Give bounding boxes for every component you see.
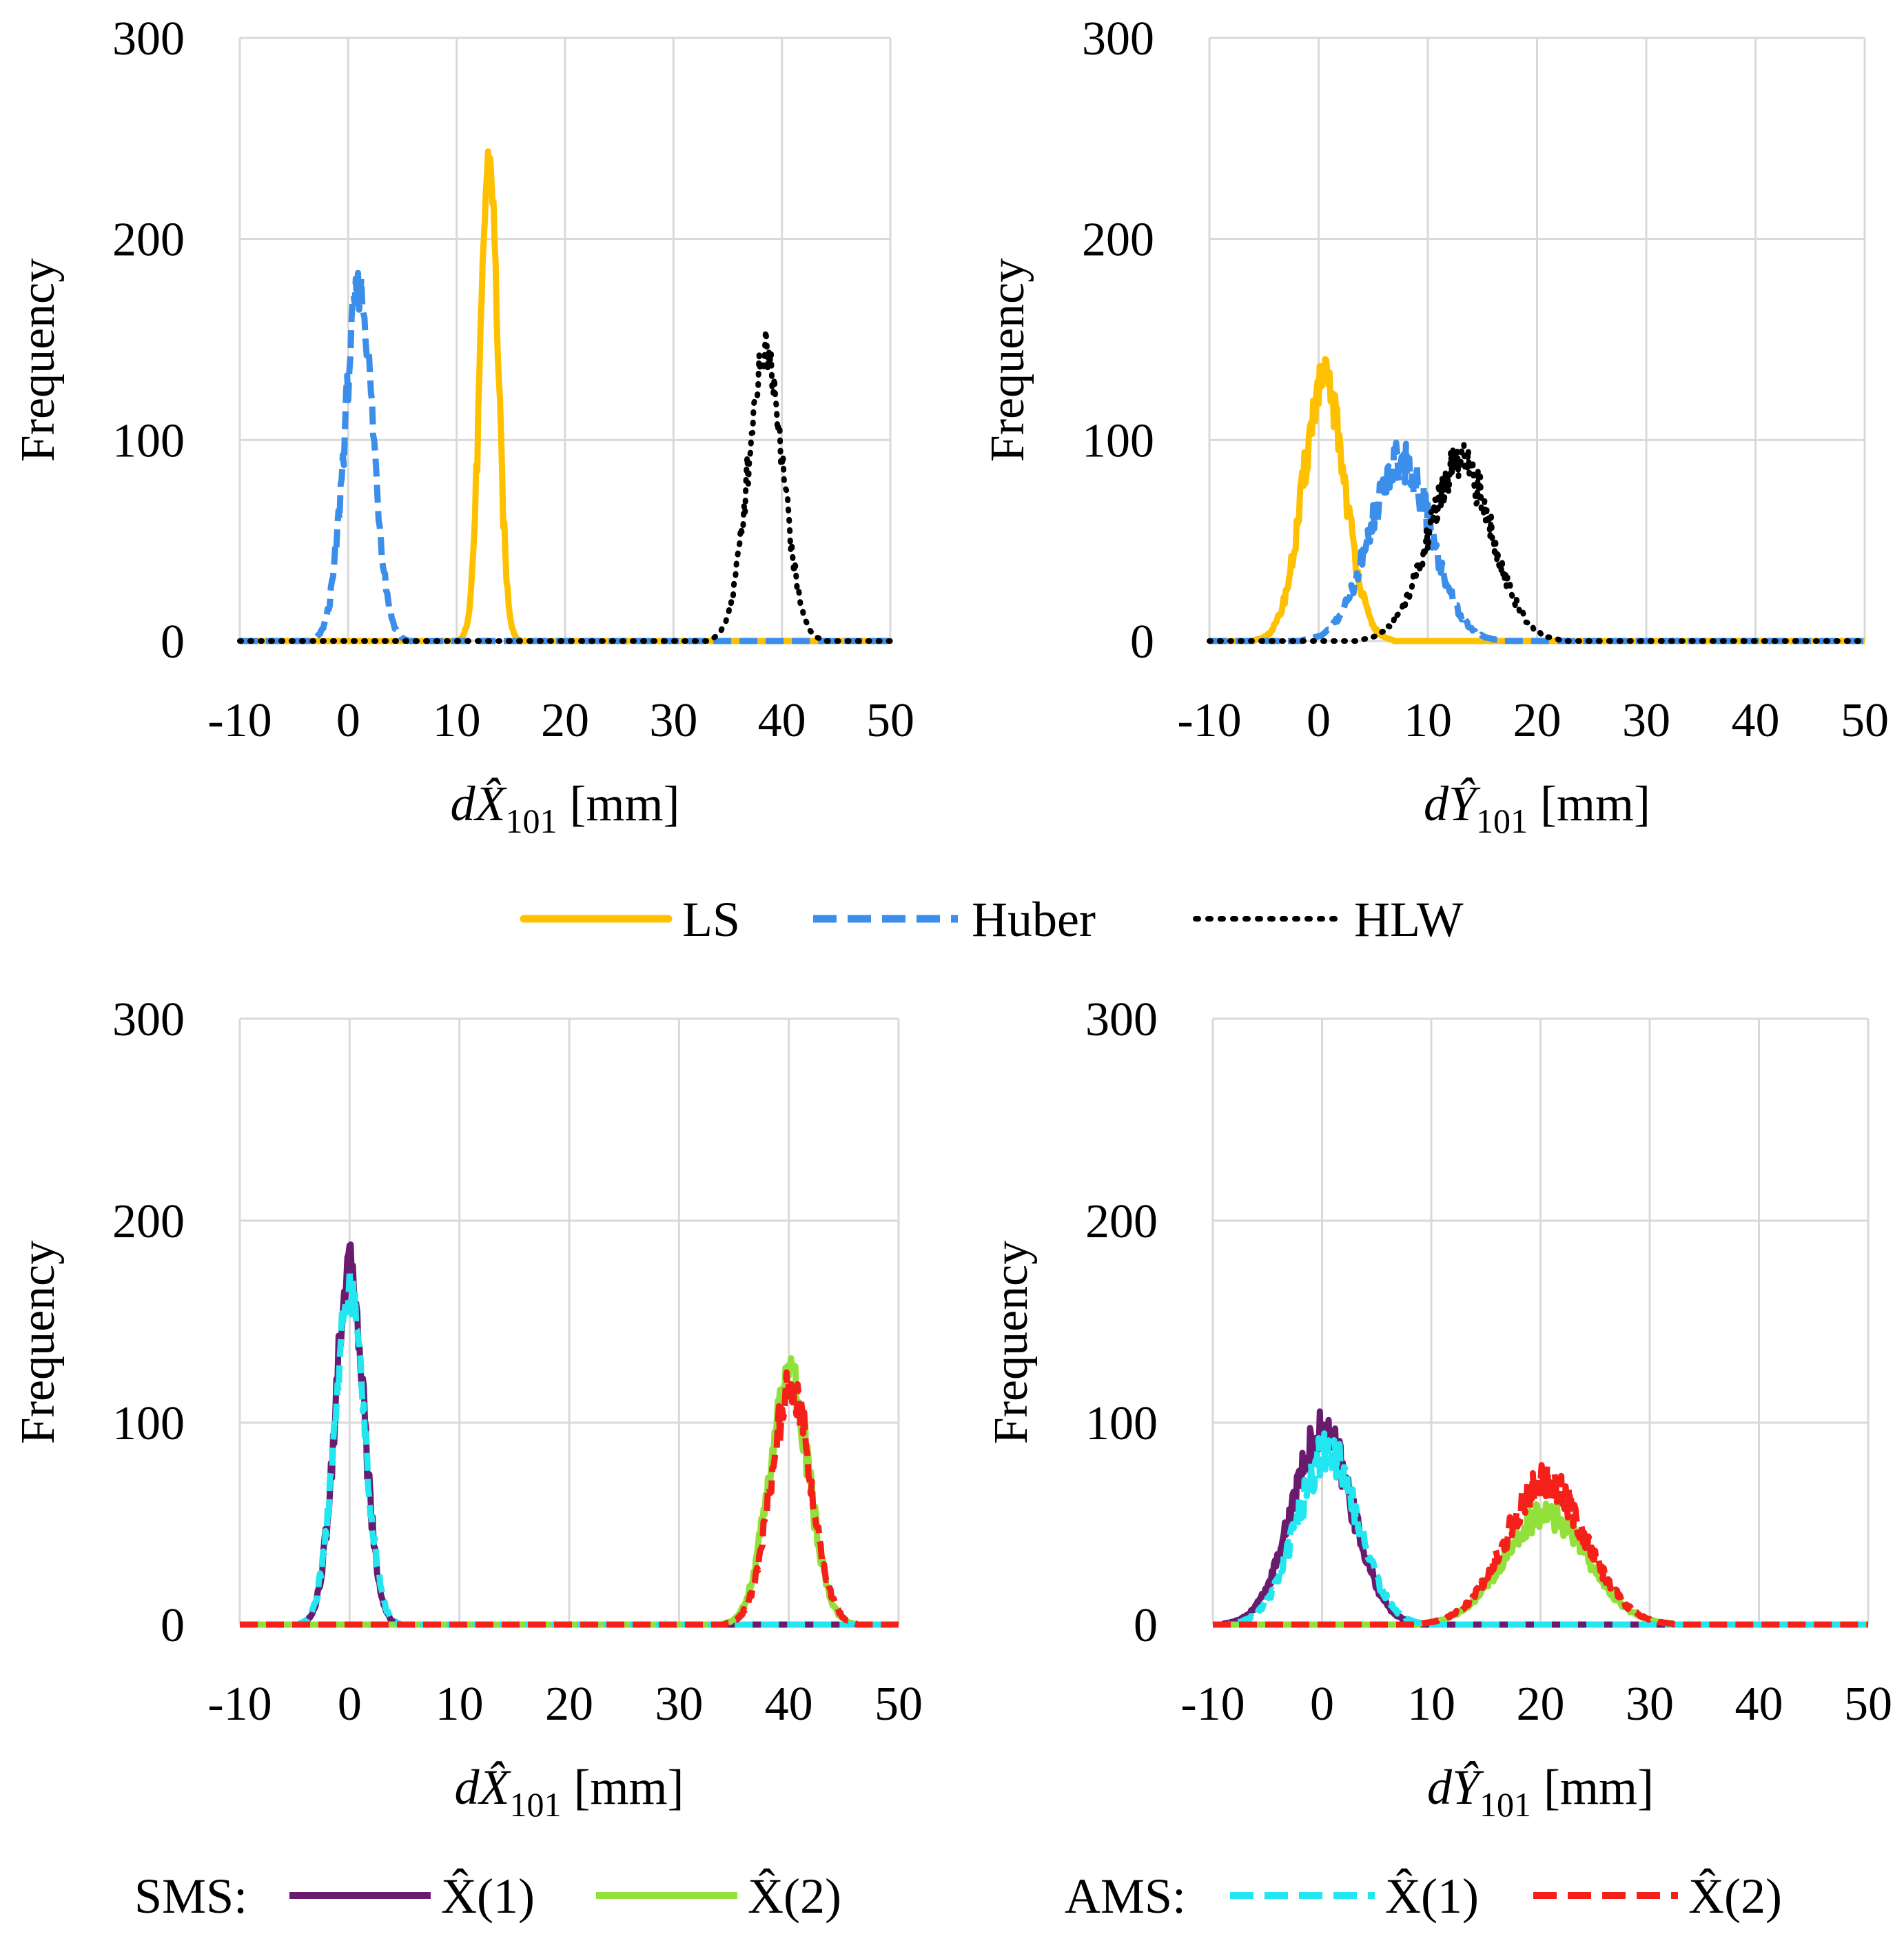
x-tick-label: 30: [655, 1678, 703, 1731]
x-tick-label: 30: [1622, 694, 1670, 747]
panel-bottom-left: -10 0 10 20 30 40 50 0 100 200 300 Frequency dX̂101 …: [12, 993, 923, 1824]
panel-top-right: -10 0 10 20 30 40 50 0 100 200 300 Frequency dŶ101 […: [981, 12, 1889, 840]
series-line: [238, 1369, 901, 1628]
x-tick-label: 20: [1513, 694, 1562, 747]
panel-bottom-right: -10 0 10 20 30 40 50 0 100 200 300 Frequency dŶ101 […: [985, 993, 1892, 1824]
x-axis-label: dX̂101 [mm]: [455, 1760, 684, 1824]
x-tick-label: 40: [1735, 1678, 1783, 1731]
y-tick-label: 100: [1085, 1397, 1158, 1450]
y-axis-label: Frequency: [12, 258, 65, 462]
x-tick-label: 10: [433, 694, 481, 747]
x-tick-label: 20: [541, 694, 589, 747]
series-line: [237, 327, 893, 644]
y-axis-label: Frequency: [981, 258, 1034, 462]
x-tick-label: 50: [874, 1678, 923, 1731]
legend-ams-prefix: AMS:: [1065, 1869, 1186, 1924]
y-tick-label: 300: [1085, 993, 1158, 1046]
series-line: [1211, 1462, 1870, 1628]
legend-ams-x2-label: X̂(2): [1688, 1869, 1782, 1924]
y-tick-label: 200: [112, 1195, 185, 1248]
legend-huber-label: Huber: [972, 892, 1096, 947]
y-tick-label: 100: [112, 1397, 185, 1450]
y-tick-label: 300: [1082, 12, 1154, 65]
legend-ls-label: LS: [682, 892, 740, 947]
x-axis-label: dŶ101 [mm]: [1427, 1760, 1654, 1824]
legend-sms-prefix: SMS:: [134, 1869, 247, 1924]
legend-top: LS Huber HLW: [520, 892, 1464, 947]
y-tick-label: 100: [1082, 414, 1154, 467]
x-tick-label: 30: [1626, 1678, 1674, 1731]
y-tick-label: 300: [112, 993, 185, 1046]
y-tick-label: 0: [161, 1599, 185, 1652]
legend-sms-x1-label: X̂(1): [441, 1869, 535, 1924]
x-axis-label: dX̂101 [mm]: [451, 776, 680, 840]
series-line: [238, 270, 892, 644]
x-tick-label: 0: [336, 694, 360, 747]
y-tick-label: 0: [1130, 616, 1154, 669]
x-tick-label: 50: [1844, 1678, 1892, 1731]
x-tick-label: 40: [758, 694, 806, 747]
legend-ams: AMS: X̂(1) X̂(2): [1065, 1869, 1782, 1924]
y-tick-label: 0: [161, 616, 185, 669]
y-axis-label: Frequency: [12, 1241, 65, 1444]
x-tick-label: 10: [1404, 694, 1452, 747]
x-tick-label: 40: [1732, 694, 1780, 747]
series-line: [1211, 1430, 1870, 1628]
legend-ams-x1-label: X̂(1): [1385, 1869, 1479, 1924]
x-tick-label: 40: [765, 1678, 813, 1731]
x-tick-label: 20: [545, 1678, 593, 1731]
x-tick-label: 0: [1310, 1678, 1334, 1731]
legend-sms: SMS: X̂(1) X̂(2): [134, 1869, 841, 1924]
x-axis-label: dŶ101 [mm]: [1424, 776, 1650, 840]
y-tick-label: 0: [1134, 1599, 1158, 1652]
x-tick-label: 10: [1407, 1678, 1455, 1731]
y-tick-label: 300: [112, 12, 185, 65]
x-tick-label: 50: [1841, 694, 1889, 747]
x-tick-label: 10: [436, 1678, 484, 1731]
x-tick-label: -10: [207, 694, 272, 747]
y-tick-label: 100: [112, 414, 185, 467]
y-tick-label: 200: [112, 214, 185, 267]
legend-hlw-label: HLW: [1354, 892, 1464, 947]
x-tick-label: 0: [1307, 694, 1331, 747]
y-axis-label: Frequency: [985, 1241, 1038, 1444]
legend-sms-x2-label: X̂(2): [748, 1869, 841, 1924]
x-tick-label: 0: [338, 1678, 362, 1731]
series-line: [1207, 440, 1867, 644]
panel-top-left: -10 0 10 20 30 40 50 0 100 200 300 Frequency dX̂101 …: [12, 12, 914, 840]
x-tick-label: 30: [649, 694, 697, 747]
y-tick-label: 200: [1082, 214, 1154, 267]
x-tick-label: 50: [866, 694, 914, 747]
x-tick-label: -10: [1180, 1678, 1245, 1731]
y-tick-label: 200: [1085, 1195, 1158, 1248]
x-tick-label: -10: [1177, 694, 1241, 747]
x-tick-label: -10: [207, 1678, 272, 1731]
x-tick-label: 20: [1517, 1678, 1565, 1731]
